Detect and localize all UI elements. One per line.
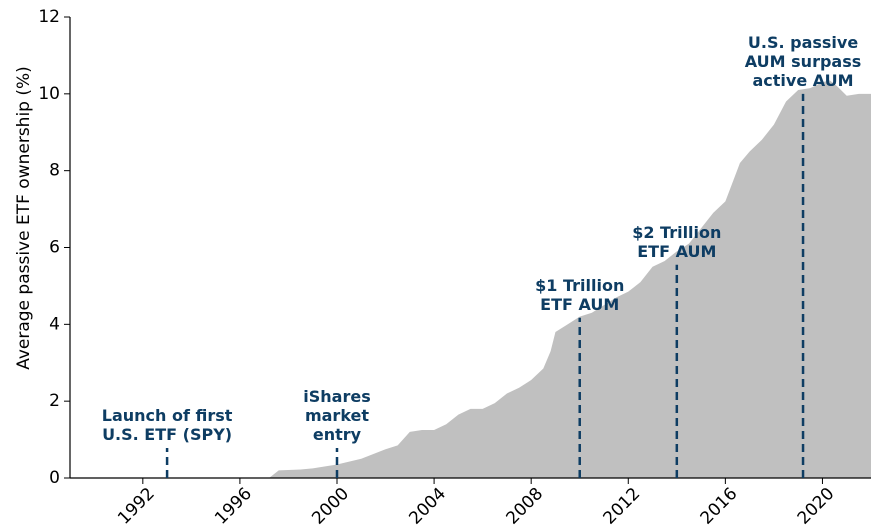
x-tick-label: 2016 bbox=[697, 484, 742, 529]
annotation-text: U.S. passive bbox=[748, 33, 858, 52]
y-tick-label: 10 bbox=[38, 84, 60, 104]
x-tick-label: 2000 bbox=[308, 484, 353, 529]
y-axis-label: Average passive ETF ownership (%) bbox=[14, 66, 34, 370]
y-tick-label: 8 bbox=[49, 161, 60, 181]
annotation-text: $1 Trillion bbox=[535, 276, 624, 295]
annotation-text: Launch of first bbox=[102, 406, 233, 425]
annotation-text: ETF AUM bbox=[540, 295, 619, 314]
x-tick-label: 2004 bbox=[405, 484, 450, 529]
y-tick-label: 4 bbox=[49, 314, 60, 334]
y-tick-label: 12 bbox=[38, 7, 60, 27]
y-tick-label: 2 bbox=[49, 391, 60, 411]
annotation-text: $2 Trillion bbox=[632, 223, 721, 242]
x-tick-label: 1992 bbox=[114, 484, 159, 529]
annotation-text: market bbox=[305, 406, 369, 425]
y-tick-label: 0 bbox=[49, 468, 60, 488]
annotation-text: U.S. ETF (SPY) bbox=[102, 425, 232, 444]
annotation-text: entry bbox=[313, 425, 362, 444]
area bbox=[269, 80, 871, 478]
annotation-text: active AUM bbox=[752, 71, 853, 90]
y-tick-label: 6 bbox=[49, 238, 60, 258]
x-tick-label: 2020 bbox=[794, 484, 839, 529]
annotation-text: AUM surpass bbox=[745, 52, 861, 71]
annotation-text: iShares bbox=[303, 387, 370, 406]
x-tick-label: 2012 bbox=[600, 484, 645, 529]
x-tick-label: 2008 bbox=[502, 484, 547, 529]
x-tick-label: 1996 bbox=[211, 484, 256, 529]
annotation-text: ETF AUM bbox=[637, 242, 716, 261]
